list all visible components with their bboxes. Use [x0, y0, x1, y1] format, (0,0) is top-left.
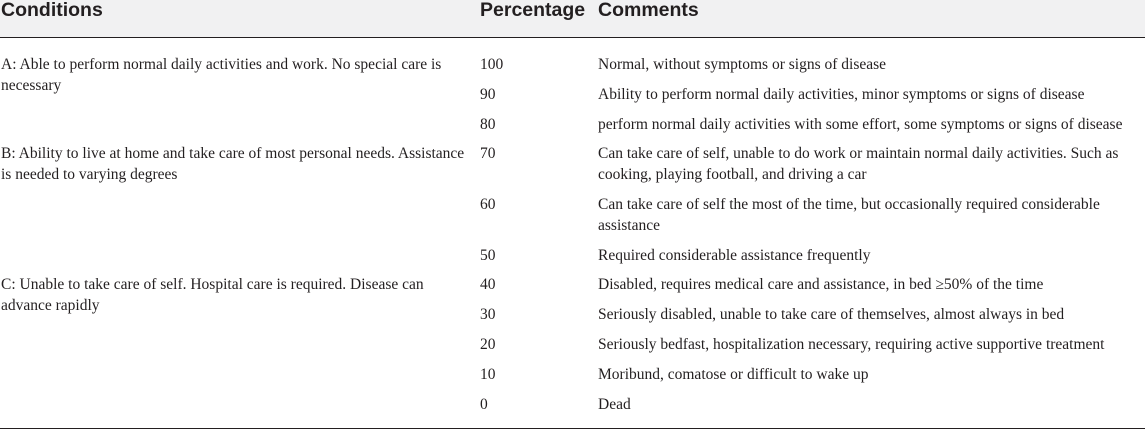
- header-percentage: Percentage: [480, 0, 586, 21]
- percentage-cell: 30: [480, 306, 496, 323]
- comment-cell: Can take care of self, unable to do work…: [598, 145, 1119, 183]
- percentage-cell: 90: [480, 86, 496, 103]
- percentage-cell: 40: [480, 276, 496, 293]
- header-comments: Comments: [598, 0, 699, 21]
- comment-cell: perform normal daily activities with som…: [598, 116, 1123, 133]
- percentage-cell: 20: [480, 336, 496, 353]
- footer-rule: [0, 428, 1145, 429]
- comment-cell: Disabled, requires medical care and assi…: [598, 276, 1044, 293]
- percentage-cell: 10: [480, 366, 496, 383]
- percentage-cell: 80: [480, 116, 496, 133]
- condition-group-c: C: Unable to take care of self. Hospital…: [1, 276, 424, 314]
- comment-cell: Ability to perform normal daily activiti…: [598, 86, 1085, 103]
- comment-cell: Normal, without symptoms or signs of dis…: [598, 56, 887, 73]
- comment-cell: Dead: [598, 396, 631, 413]
- header-conditions: Conditions: [1, 0, 103, 21]
- percentage-cell: 70: [480, 145, 496, 162]
- percentage-cell: 50: [480, 247, 496, 264]
- comment-cell: Can take care of self the most of the ti…: [598, 196, 1100, 234]
- comment-cell: Moribund, comatose or difficult to wake …: [598, 366, 869, 383]
- table-header: Conditions Percentage Comments: [0, 0, 1145, 38]
- percentage-cell: 0: [480, 396, 488, 413]
- header-rule: [0, 37, 1145, 38]
- comment-cell: Required considerable assistance frequen…: [598, 247, 871, 264]
- percentage-cell: 100: [480, 56, 504, 73]
- comment-cell: Seriously bedfast, hospitalization neces…: [598, 336, 1105, 353]
- comment-cell: Seriously disabled, unable to take care …: [598, 306, 1065, 323]
- condition-group-a: A: Able to perform normal daily activiti…: [1, 56, 442, 94]
- condition-group-b: B: Ability to live at home and take care…: [1, 145, 465, 183]
- percentage-cell: 60: [480, 196, 496, 213]
